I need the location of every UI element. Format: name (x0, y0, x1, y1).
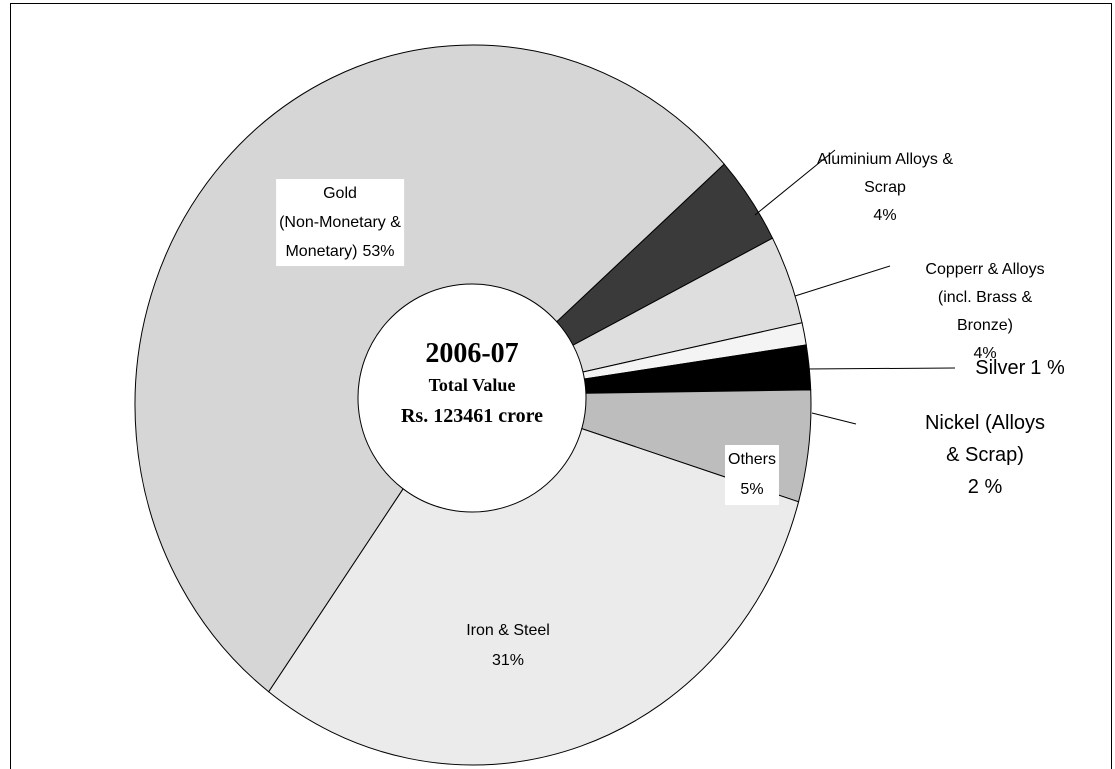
slice-label: Silver 1 % (975, 353, 1064, 383)
value-label: 2 % (967, 476, 1003, 498)
category-label: Aluminium Alloys & Scrap (816, 151, 954, 196)
slice-label: Others 5% (724, 445, 780, 505)
center-year: 2006-07 (425, 338, 518, 369)
category-label: Copperr & Alloys (incl. Brass & Bronze) (925, 261, 1045, 334)
value-label: 4% (973, 345, 997, 362)
slice-label: Aluminium Alloys & Scrap 4% (817, 146, 953, 230)
slice-label: Copperr & Alloys (incl. Brass & Bronze) 4… (920, 256, 1050, 368)
value-label: 1 % (1030, 357, 1065, 379)
category-label: Iron & Steel (466, 622, 550, 639)
leader-line (804, 367, 956, 370)
center-total: Rs. 123461 crore (401, 405, 543, 427)
category-label: Gold (Non-Monetary & Monetary) (279, 185, 401, 260)
slice-label: Iron & Steel 31% (466, 616, 550, 676)
value-label: 53% (362, 243, 395, 260)
value-label: 31% (491, 652, 525, 669)
category-label: Nickel (Alloys & Scrap) (924, 412, 1046, 466)
leaders (754, 149, 956, 425)
slice (267, 428, 800, 766)
leader-line (794, 265, 891, 297)
leader-line (754, 149, 836, 216)
value-label: 5% (740, 481, 764, 498)
slice-label: Gold (Non-Monetary & Monetary) 53% (276, 179, 404, 266)
category-label: Silver (975, 357, 1026, 379)
frame (10, 3, 1112, 769)
center-caption: Total Value (429, 375, 516, 395)
slice-label: Nickel (Alloys & Scrap) 2 % (920, 407, 1050, 503)
leader-line (811, 412, 857, 425)
category-label: Others (727, 451, 777, 468)
value-label: 4% (873, 207, 897, 224)
